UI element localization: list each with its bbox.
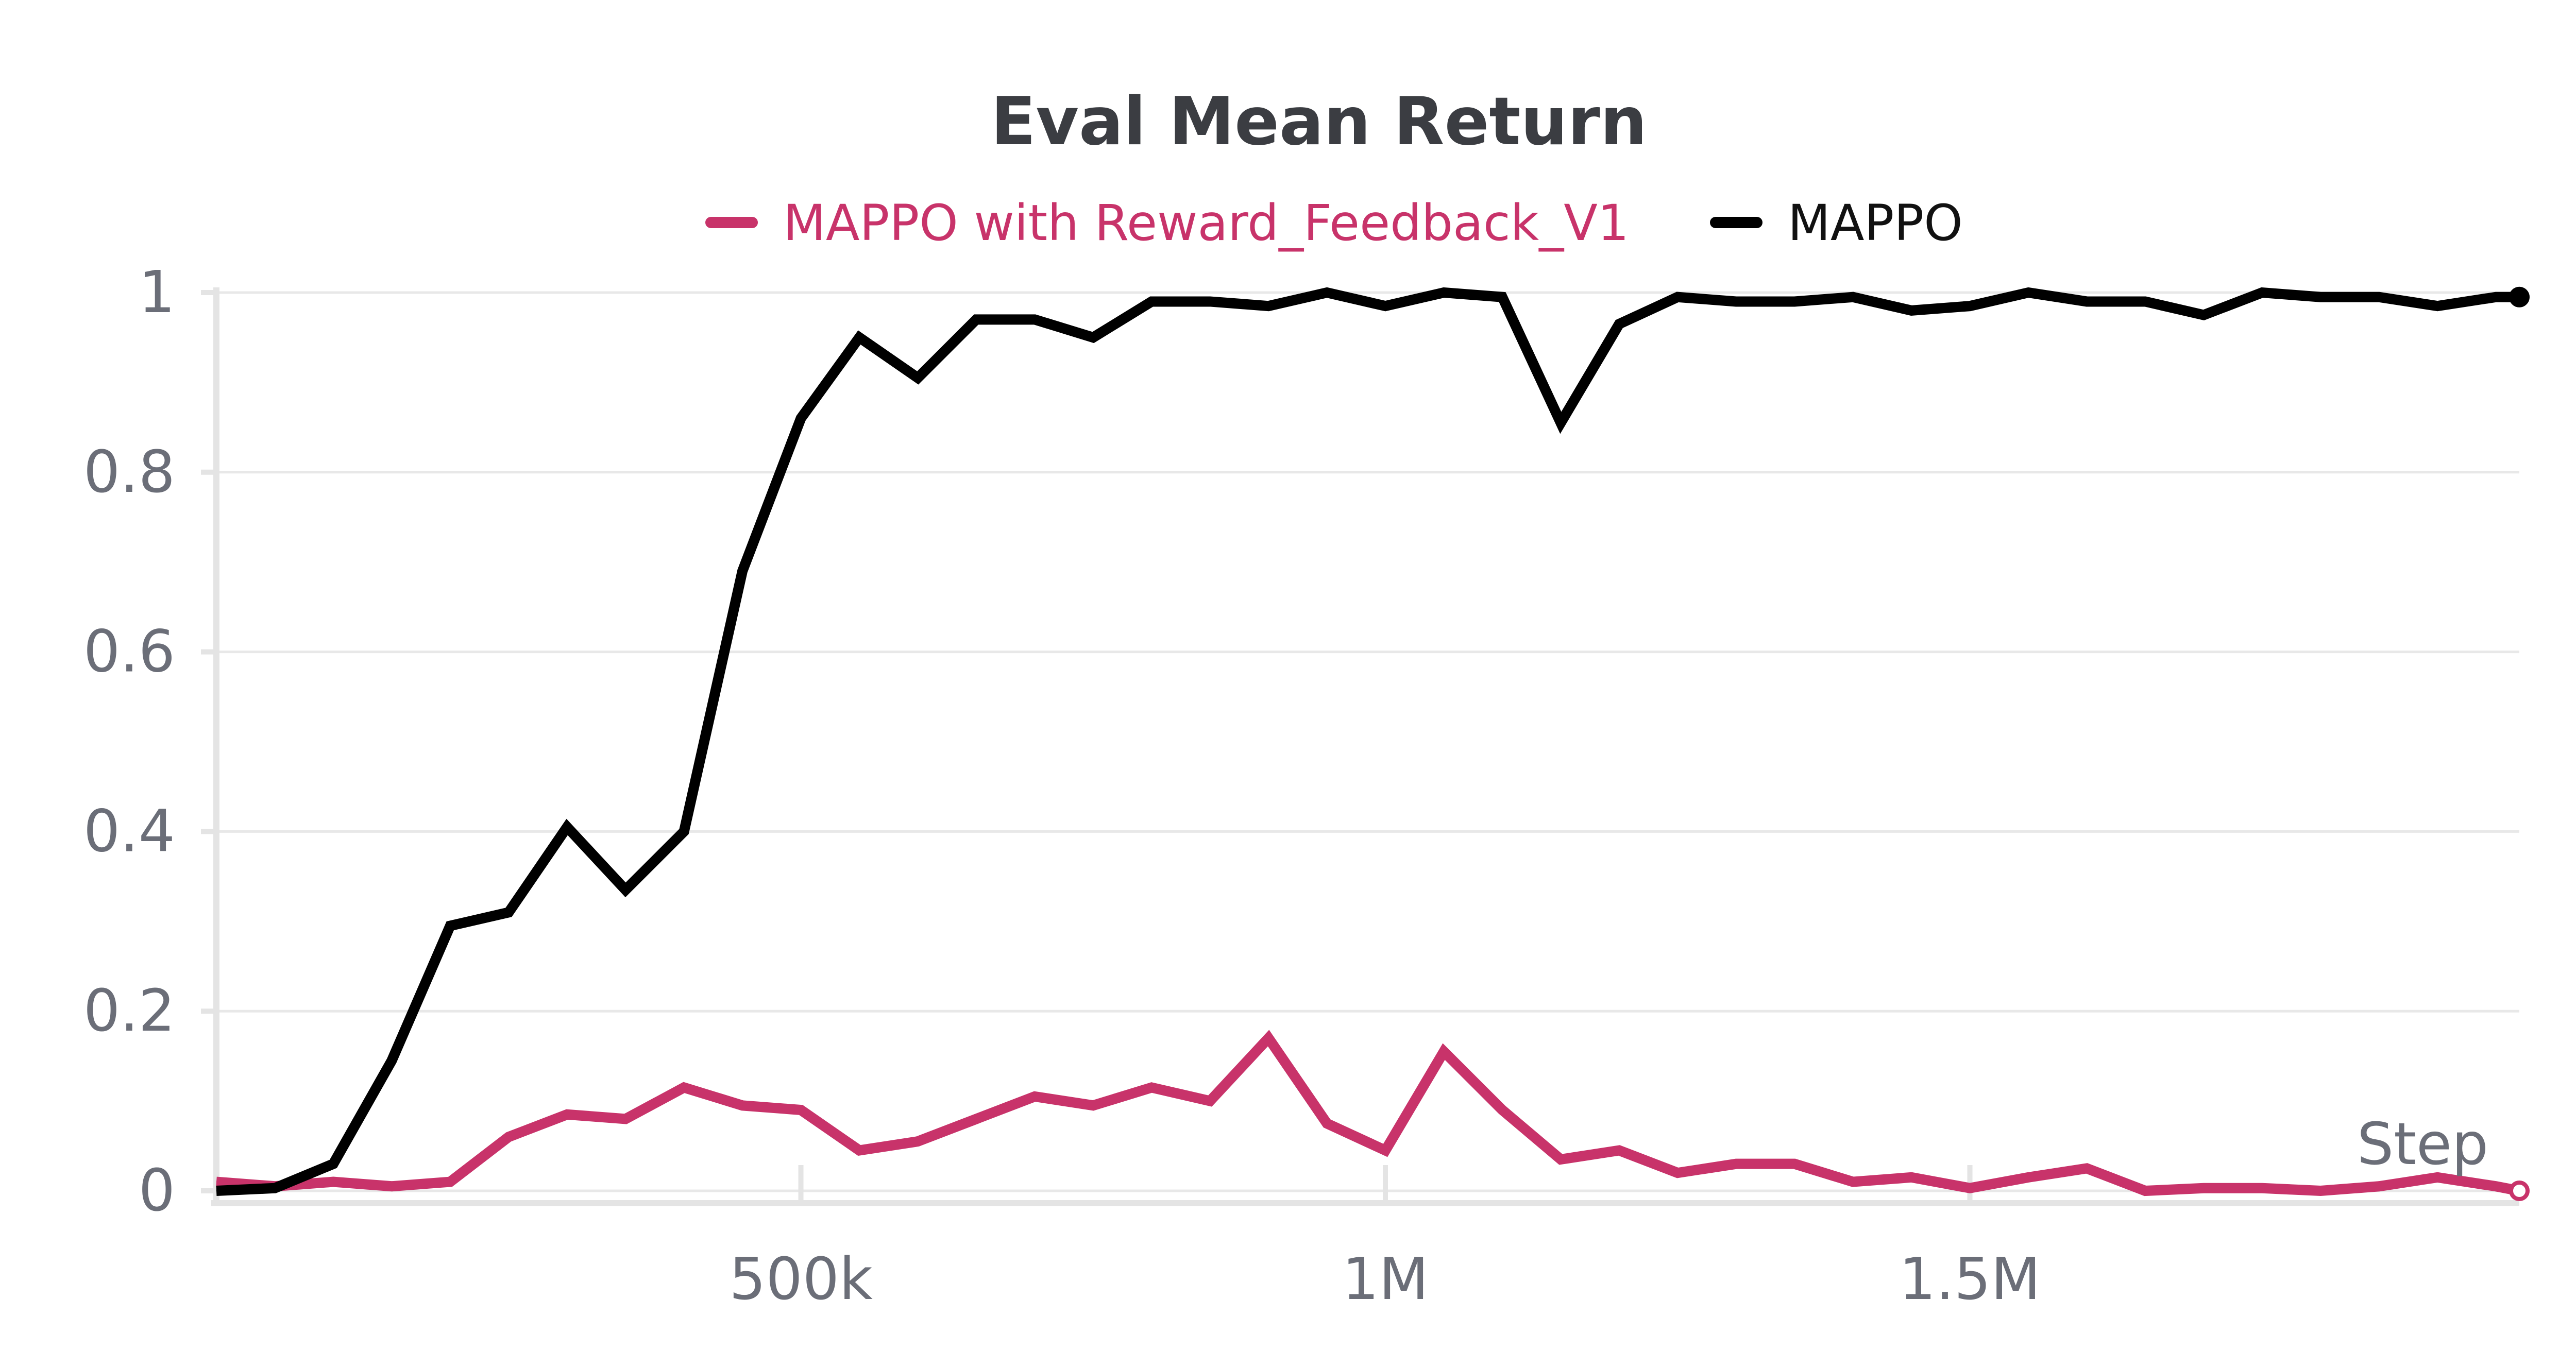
legend-label: MAPPO with Reward_Feedback_V1 bbox=[783, 194, 1629, 252]
data-point bbox=[2509, 1181, 2530, 1201]
data-point bbox=[1385, 1150, 1386, 1151]
legend: MAPPO with Reward_Feedback_V1 MAPPO bbox=[705, 194, 1963, 252]
x-axis: 500k 1M 1.5M bbox=[211, 1165, 2519, 1313]
data-point bbox=[2509, 286, 2530, 307]
series-layer bbox=[216, 286, 2530, 1201]
series-line bbox=[216, 287, 2519, 1196]
y-tick-label: 0.4 bbox=[83, 798, 175, 865]
y-tick-label: 0.6 bbox=[83, 619, 175, 686]
grid bbox=[216, 291, 2519, 1192]
legend-item: MAPPO with Reward_Feedback_V1 bbox=[705, 194, 1629, 252]
legend-item: MAPPO bbox=[1710, 194, 1963, 252]
legend-label: MAPPO bbox=[1788, 194, 1963, 252]
data-point bbox=[742, 1105, 743, 1106]
y-tick-label: 0.2 bbox=[83, 978, 175, 1045]
data-point bbox=[1151, 301, 1152, 302]
x-tick-label: 500k bbox=[729, 1246, 873, 1313]
x-axis-label: Step bbox=[2357, 1111, 2488, 1178]
series-line bbox=[216, 1030, 2520, 1196]
data-point bbox=[1151, 1087, 1152, 1088]
x-tick-label: 1.5M bbox=[1899, 1246, 2041, 1313]
chart-title: Eval Mean Return bbox=[991, 83, 1647, 160]
series-group bbox=[216, 1030, 2530, 1201]
data-point bbox=[1911, 310, 1912, 311]
y-tick-label: 1 bbox=[139, 259, 175, 326]
x-tick-label: 1M bbox=[1342, 1246, 1429, 1313]
data-point bbox=[1794, 301, 1795, 302]
y-axis: 0 0.2 0.4 0.6 0.8 1 bbox=[83, 259, 219, 1224]
series-group bbox=[216, 286, 2530, 1196]
y-tick-label: 0.8 bbox=[83, 439, 175, 506]
y-tick-label: 0 bbox=[139, 1157, 175, 1224]
